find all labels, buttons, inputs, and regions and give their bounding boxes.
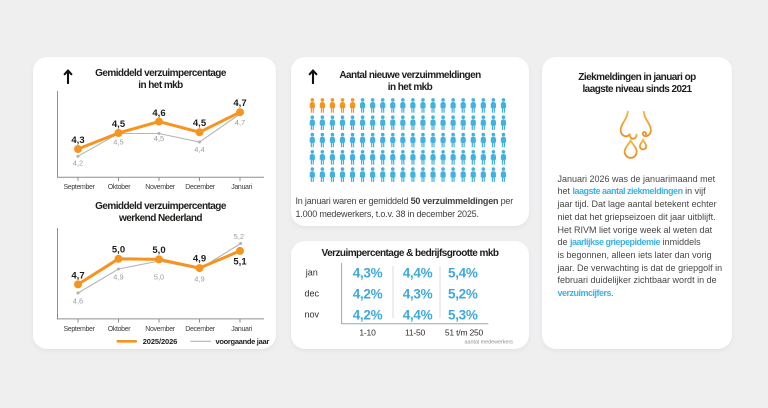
svg-text:51 t/m 250: 51 t/m 250: [445, 328, 484, 338]
svg-text:September: September: [63, 326, 95, 333]
svg-text:4,5: 4,5: [193, 118, 207, 129]
svg-text:voorgaande jaar: voorgaande jaar: [216, 337, 270, 346]
svg-text:4,3%: 4,3%: [403, 286, 433, 301]
svg-text:November: November: [145, 326, 176, 333]
svg-text:4,4%: 4,4%: [403, 265, 433, 280]
svg-text:Oktober: Oktober: [108, 326, 131, 333]
svg-text:4,3: 4,3: [71, 135, 84, 146]
svg-text:5,4%: 5,4%: [448, 265, 478, 280]
svg-text:4,5: 4,5: [112, 119, 126, 130]
svg-text:1-10: 1-10: [359, 328, 376, 338]
svg-text:December: December: [185, 184, 216, 191]
svg-text:5,0: 5,0: [112, 245, 125, 256]
svg-text:4,3%: 4,3%: [353, 265, 383, 280]
svg-text:jan: jan: [305, 268, 318, 278]
svg-text:September: September: [63, 184, 95, 191]
svg-text:5,2%: 5,2%: [448, 286, 478, 301]
svg-text:December: December: [185, 326, 216, 333]
svg-text:4,7: 4,7: [235, 118, 245, 127]
svg-text:aantal medewerkers: aantal medewerkers: [464, 340, 513, 346]
svg-text:nov: nov: [305, 310, 320, 320]
svg-text:November: November: [145, 184, 176, 191]
svg-text:4,2%: 4,2%: [353, 286, 383, 301]
svg-text:4,9: 4,9: [194, 275, 204, 284]
svg-text:Oktober: Oktober: [108, 184, 131, 191]
svg-text:2025/2026: 2025/2026: [143, 337, 178, 346]
svg-text:4,2: 4,2: [73, 159, 83, 168]
svg-text:4,9: 4,9: [113, 272, 123, 281]
svg-text:4,5: 4,5: [154, 134, 164, 143]
svg-text:4,6: 4,6: [152, 108, 165, 119]
svg-text:4,4: 4,4: [194, 145, 204, 154]
svg-text:4,2%: 4,2%: [353, 307, 383, 322]
svg-text:Januari: Januari: [231, 326, 252, 333]
svg-text:dec: dec: [305, 289, 320, 299]
svg-text:4,7: 4,7: [233, 98, 246, 109]
svg-text:5,3%: 5,3%: [448, 307, 478, 322]
svg-text:4,7: 4,7: [71, 270, 84, 281]
svg-text:4,4%: 4,4%: [403, 307, 433, 322]
svg-text:5,0: 5,0: [152, 245, 165, 256]
svg-text:4,5: 4,5: [113, 138, 123, 147]
svg-text:5,2: 5,2: [234, 232, 244, 241]
svg-text:5,1: 5,1: [233, 257, 247, 268]
svg-text:4,6: 4,6: [73, 296, 83, 305]
svg-text:4,9: 4,9: [193, 254, 206, 265]
svg-text:5,0: 5,0: [154, 272, 164, 281]
svg-text:11-50: 11-50: [405, 328, 426, 338]
svg-text:Januari: Januari: [231, 184, 252, 191]
